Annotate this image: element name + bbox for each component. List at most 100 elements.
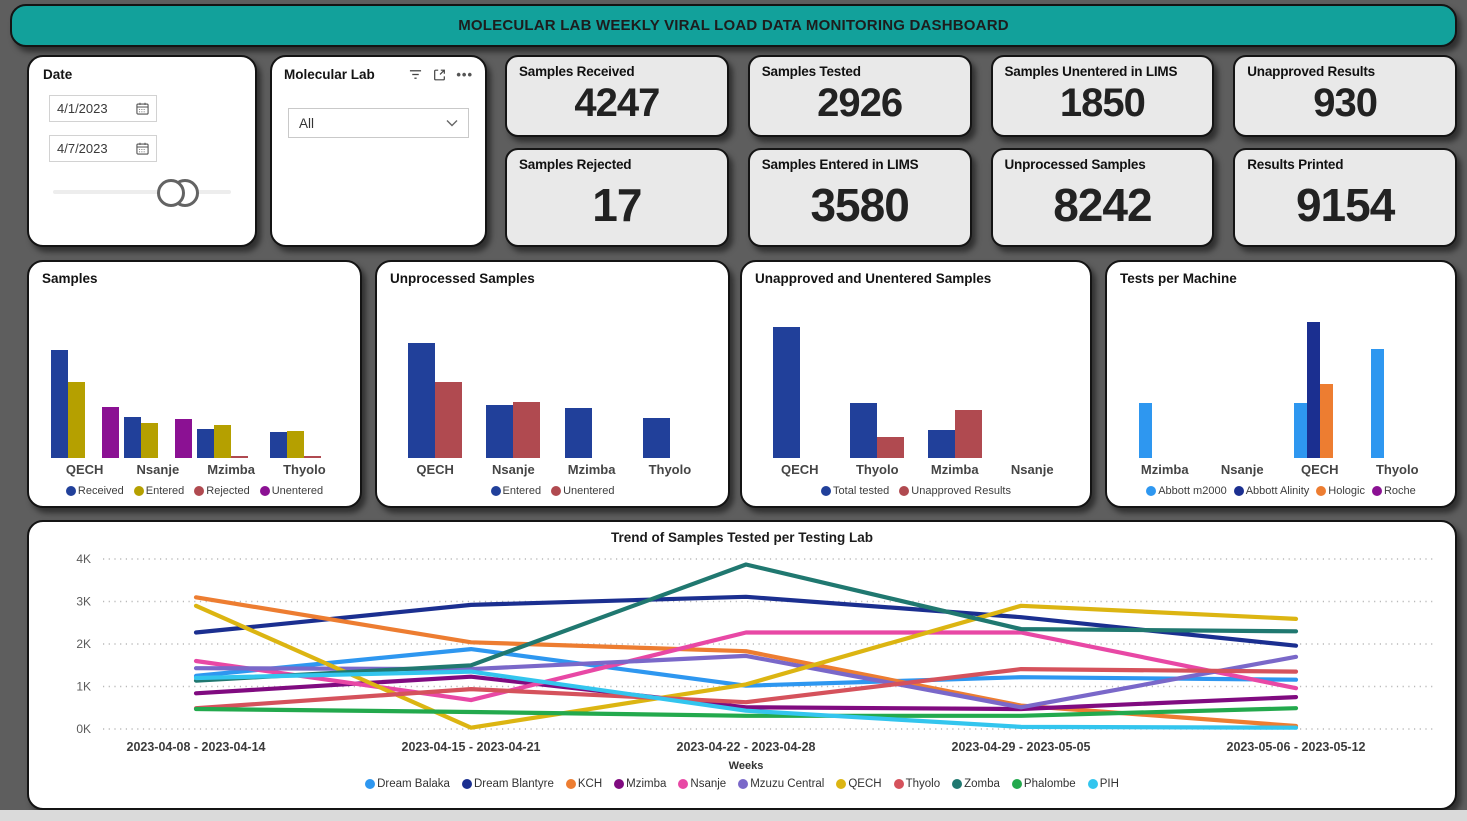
kpi-label: Samples Entered in LIMS <box>761 157 919 172</box>
category-label-qech: QECH <box>1300 462 1339 477</box>
legend-item-mzimba[interactable]: Mzimba <box>614 778 666 790</box>
legend-item-unapproved-results[interactable]: Unapproved Results <box>899 485 1011 497</box>
bar-unapproved-results-mzimba[interactable] <box>954 410 982 458</box>
bar-group-thyolo: Thyolo <box>270 308 338 477</box>
legend-item-nsanje[interactable]: Nsanje <box>678 778 726 790</box>
trend-line-chart-card: Trend of Samples Tested per Testing Lab … <box>27 520 1457 810</box>
bar-group-qech: QECH <box>772 308 827 477</box>
calendar-icon[interactable] <box>136 142 149 155</box>
trend-line-thyolo[interactable] <box>193 667 1299 711</box>
bar-unentered-nsanje[interactable] <box>513 402 541 458</box>
bar-unentered-qech[interactable] <box>435 382 463 458</box>
bar-received-qech[interactable] <box>50 350 68 458</box>
bar-abbott-m2000-thyolo[interactable] <box>1371 349 1385 458</box>
legend-item-entered[interactable]: Entered <box>133 485 184 497</box>
legend-label: Unapproved Results <box>911 485 1011 497</box>
trend-chart-title: Trend of Samples Tested per Testing Lab <box>610 530 874 545</box>
trend-line-zomba[interactable] <box>193 562 1299 683</box>
legend-item-abbott-m2000[interactable]: Abbott m2000 <box>1146 485 1227 497</box>
more-options-icon[interactable]: ••• <box>456 66 473 82</box>
bar-entered-mzimba[interactable] <box>214 425 232 458</box>
bar-unentered-nsanje[interactable] <box>174 419 192 458</box>
bar-received-mzimba[interactable] <box>197 429 215 458</box>
bar-plot: QECH Nsanje Mzimba Thyolo <box>42 308 347 477</box>
date-range-slider <box>53 178 231 207</box>
bar-group-nsanje: Nsanje <box>123 308 192 477</box>
legend-item-entered[interactable]: Entered <box>490 485 541 497</box>
legend-item-pih[interactable]: PIH <box>1087 778 1119 790</box>
y-axis-tick-label: 4K <box>76 552 91 566</box>
legend-item-rejected[interactable]: Rejected <box>194 485 250 497</box>
category-label-mzimba: Mzimba <box>567 462 616 477</box>
legend-label: Mzimba <box>626 778 667 790</box>
bar-group-nsanje: Nsanje <box>1216 308 1268 477</box>
date-start-field[interactable]: 4/1/2023 <box>49 95 157 122</box>
bar-rejected-thyolo[interactable] <box>304 456 322 458</box>
legend-dot <box>490 486 501 496</box>
trend-line-qech[interactable] <box>193 603 1299 730</box>
legend-item-dream-balaka[interactable]: Dream Balaka <box>365 778 450 790</box>
bar-total-tested-mzimba[interactable] <box>927 430 955 458</box>
kpi-label: Samples Tested <box>761 64 861 79</box>
legend-label: PIH <box>1099 778 1119 790</box>
legend-item-unentered[interactable]: Unentered <box>551 485 614 497</box>
bar-entered-thyolo[interactable] <box>642 418 670 458</box>
bar-unentered-qech[interactable] <box>101 407 119 458</box>
trend-line-dream-blantyre[interactable] <box>193 594 1299 648</box>
bar-entered-mzimba[interactable] <box>564 408 592 458</box>
trend-line-nsanje[interactable] <box>193 630 1299 703</box>
bar-entered-nsanje[interactable] <box>140 423 158 458</box>
category-label-nsanje: Nsanje <box>492 462 535 477</box>
legend-item-thyolo[interactable]: Thyolo <box>893 778 941 790</box>
slider-track[interactable] <box>53 190 231 194</box>
category-label-nsanje: Nsanje <box>1220 462 1264 477</box>
bar-abbott-alinity-qech[interactable] <box>1306 322 1320 458</box>
bar-entered-qech[interactable] <box>67 382 85 458</box>
trend-chart-legend: Dream Balaka Dream Blantyre KCH Mzimba Nsanj… <box>41 778 1443 790</box>
legend-item-unentered[interactable]: Unentered <box>259 485 323 497</box>
bar-total-tested-thyolo[interactable] <box>850 403 878 458</box>
legend-item-abbott-alinity[interactable]: Abbott Alinity <box>1233 485 1309 497</box>
legend-item-zomba[interactable]: Zomba <box>952 778 1000 790</box>
category-label-thyolo: Thyolo <box>855 462 899 477</box>
bar-received-thyolo[interactable] <box>270 432 288 458</box>
legend-item-total-tested[interactable]: Total tested <box>821 485 889 497</box>
legend-dot <box>551 486 562 496</box>
bar-entered-nsanje[interactable] <box>486 405 514 458</box>
legend-label: Thyolo <box>905 778 941 790</box>
bar-hologic-qech[interactable] <box>1319 384 1333 458</box>
chart-title: Tests per Machine <box>1120 271 1237 286</box>
legend-dot <box>614 779 625 789</box>
bar-unapproved-results-thyolo[interactable] <box>877 437 905 458</box>
trend-line-pih[interactable] <box>193 669 1299 730</box>
bar-received-nsanje[interactable] <box>123 417 141 458</box>
trend-line-phalombe[interactable] <box>193 706 1299 718</box>
legend-dot <box>1146 486 1157 496</box>
legend-item-hologic[interactable]: Hologic <box>1316 485 1365 497</box>
legend-item-received[interactable]: Received <box>65 485 124 497</box>
legend-item-mzuzu-central[interactable]: Mzuzu Central <box>738 778 824 790</box>
bar-rejected-mzimba[interactable] <box>231 456 249 458</box>
bar-abbott-m2000-qech[interactable] <box>1293 403 1307 458</box>
focus-mode-icon[interactable] <box>432 68 447 82</box>
legend-label: Dream Blantyre <box>473 778 554 790</box>
trend-line-mzimba[interactable] <box>193 674 1299 712</box>
filter-icon[interactable] <box>408 68 423 81</box>
bar-entered-thyolo[interactable] <box>287 431 305 458</box>
chart-title: Unprocessed Samples <box>390 271 535 286</box>
bar-total-tested-qech[interactable] <box>772 327 800 458</box>
legend-item-dream-blantyre[interactable]: Dream Blantyre <box>461 778 554 790</box>
molecular-lab-dropdown[interactable]: All <box>288 108 469 138</box>
legend-item-kch[interactable]: KCH <box>565 778 602 790</box>
bar-entered-qech[interactable] <box>408 343 436 458</box>
legend-item-qech[interactable]: QECH <box>836 778 882 790</box>
slider-handle-start[interactable] <box>157 179 185 207</box>
legend-item-roche[interactable]: Roche <box>1371 485 1416 497</box>
bar-abbott-m2000-mzimba[interactable] <box>1138 403 1152 458</box>
chart-legend: Abbott m2000 Abbott Alinity Hologic Roche <box>1120 485 1442 497</box>
legend-label: Mzuzu Central <box>750 778 825 790</box>
calendar-icon[interactable] <box>136 102 149 115</box>
legend-label: Nsanje <box>690 778 727 790</box>
legend-item-phalombe[interactable]: Phalombe <box>1011 778 1076 790</box>
date-end-field[interactable]: 4/7/2023 <box>49 135 157 162</box>
